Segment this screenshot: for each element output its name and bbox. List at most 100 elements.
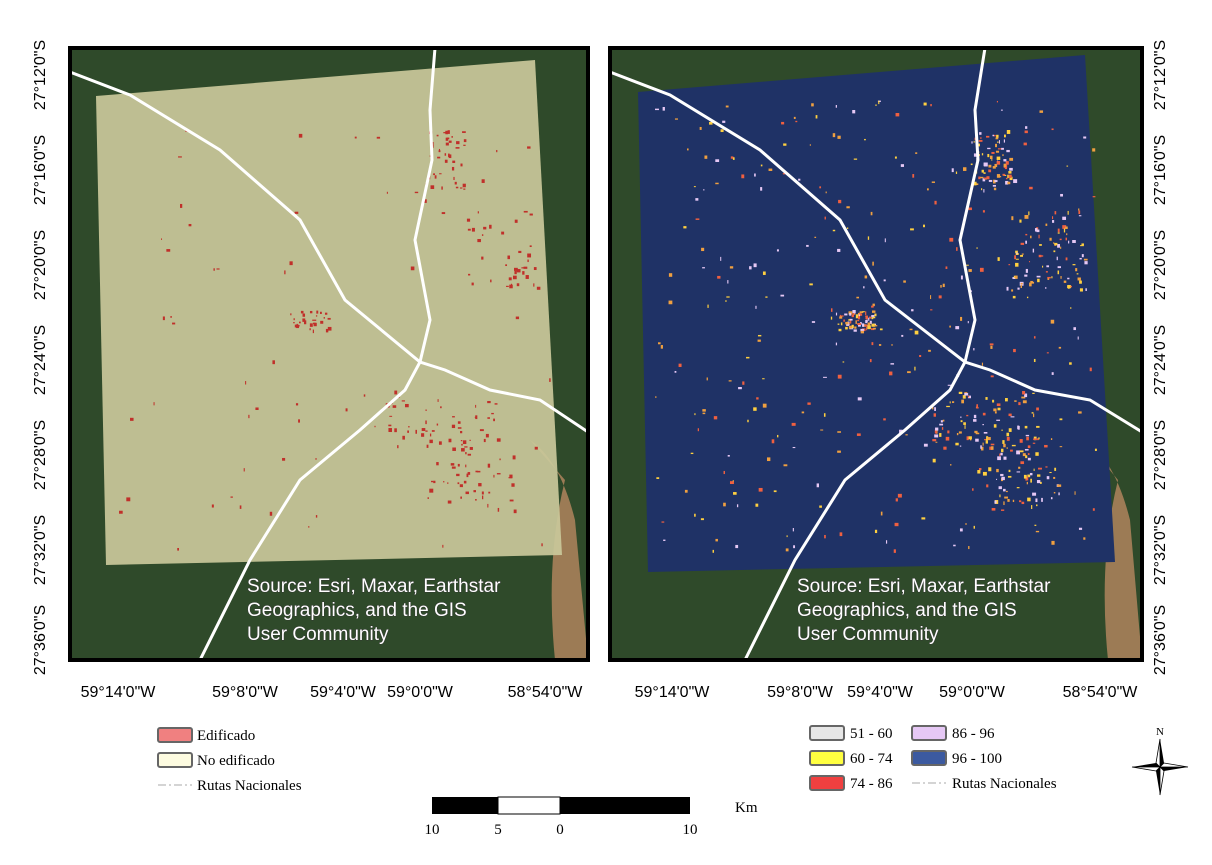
pixel bbox=[965, 523, 967, 525]
pixel bbox=[907, 371, 911, 374]
pixel bbox=[973, 153, 978, 157]
pixel bbox=[211, 504, 214, 508]
pixel bbox=[984, 438, 989, 441]
pixel bbox=[980, 446, 984, 451]
pixel bbox=[1078, 210, 1081, 215]
pixel bbox=[960, 416, 962, 418]
pixel bbox=[845, 326, 848, 330]
pixel bbox=[970, 163, 973, 166]
pixel bbox=[1057, 228, 1060, 233]
pixel bbox=[1041, 497, 1043, 502]
legend-label: Rutas Nacionales bbox=[197, 778, 302, 794]
pixel bbox=[939, 423, 944, 426]
pixel bbox=[1033, 336, 1036, 339]
pixel bbox=[964, 425, 966, 429]
source-credit: Source: Esri, Maxar, Earthstar bbox=[247, 576, 501, 597]
pixel bbox=[1051, 276, 1053, 279]
pixel bbox=[1033, 413, 1035, 418]
pixel bbox=[289, 261, 293, 266]
pixel bbox=[983, 177, 988, 180]
pixel bbox=[856, 433, 861, 436]
pixel bbox=[894, 522, 899, 527]
pixel bbox=[837, 248, 841, 252]
pixel bbox=[499, 458, 501, 461]
pixel bbox=[487, 400, 491, 404]
pixel bbox=[981, 188, 983, 191]
pixel bbox=[302, 318, 306, 322]
longitude-label: 59°8'0"W bbox=[767, 684, 834, 701]
pixel bbox=[1008, 174, 1012, 178]
pixel bbox=[867, 236, 870, 240]
pixel bbox=[473, 490, 476, 493]
pixel bbox=[1005, 177, 1008, 180]
pixel bbox=[923, 102, 927, 106]
pixel bbox=[934, 407, 936, 411]
pixel bbox=[996, 156, 1001, 160]
pixel bbox=[825, 191, 827, 194]
pixel bbox=[824, 534, 826, 539]
pixel bbox=[989, 446, 993, 450]
pixel bbox=[1033, 438, 1037, 440]
pixel bbox=[1050, 497, 1053, 500]
pixel bbox=[1057, 244, 1060, 248]
pixel bbox=[776, 249, 779, 252]
pixel bbox=[853, 329, 857, 332]
pixel bbox=[848, 319, 850, 321]
longitude-label: 59°4'0"W bbox=[310, 684, 377, 701]
pixel bbox=[451, 466, 456, 469]
pixel bbox=[864, 138, 866, 141]
pixel bbox=[966, 436, 969, 441]
pixel bbox=[1050, 438, 1053, 440]
pixel bbox=[230, 496, 233, 498]
pixel bbox=[816, 483, 819, 488]
pixel bbox=[389, 415, 393, 417]
pixel bbox=[1060, 193, 1063, 197]
pixel bbox=[835, 105, 837, 108]
pixel bbox=[939, 433, 942, 437]
pixel bbox=[1038, 467, 1042, 470]
pixel bbox=[1065, 237, 1068, 241]
pixel bbox=[1004, 496, 1009, 499]
pixel bbox=[997, 148, 1002, 150]
scale-unit: Km bbox=[735, 800, 758, 816]
pixel bbox=[423, 199, 427, 203]
legend-swatch bbox=[809, 725, 845, 741]
pixel bbox=[977, 470, 981, 474]
source-credit: Geographics, and the GIS bbox=[247, 600, 467, 621]
pixel bbox=[757, 334, 762, 337]
pixel bbox=[655, 396, 657, 398]
pixel bbox=[1003, 159, 1007, 162]
pixel bbox=[464, 446, 468, 448]
pixel bbox=[460, 163, 463, 167]
pixel bbox=[1053, 476, 1056, 479]
pixel bbox=[523, 266, 528, 269]
pixel bbox=[911, 309, 914, 312]
pixel bbox=[308, 526, 310, 528]
pixel bbox=[860, 329, 865, 334]
legend-label: 60 - 74 bbox=[850, 751, 893, 767]
pixel bbox=[872, 316, 876, 319]
pixel bbox=[1013, 275, 1016, 278]
pixel bbox=[943, 446, 947, 450]
pixel bbox=[1054, 211, 1057, 215]
pixel bbox=[1058, 346, 1062, 349]
pixel bbox=[912, 174, 915, 178]
pixel bbox=[509, 499, 514, 502]
pixel bbox=[864, 324, 868, 327]
pixel bbox=[947, 384, 952, 386]
pixel bbox=[405, 403, 409, 408]
pixel bbox=[1031, 412, 1034, 414]
pixel bbox=[1024, 448, 1029, 451]
pixel bbox=[493, 418, 495, 422]
pixel bbox=[1006, 447, 1008, 449]
pixel bbox=[874, 529, 878, 534]
pixel bbox=[1008, 264, 1011, 266]
latitude-label: 27°36'0"S bbox=[32, 605, 49, 675]
pixel bbox=[451, 166, 455, 171]
pixel bbox=[865, 315, 868, 320]
pixel bbox=[1002, 440, 1005, 444]
legend-swatch bbox=[157, 752, 193, 768]
pixel bbox=[1001, 429, 1003, 432]
pixel bbox=[463, 480, 467, 484]
pixel bbox=[451, 136, 453, 138]
